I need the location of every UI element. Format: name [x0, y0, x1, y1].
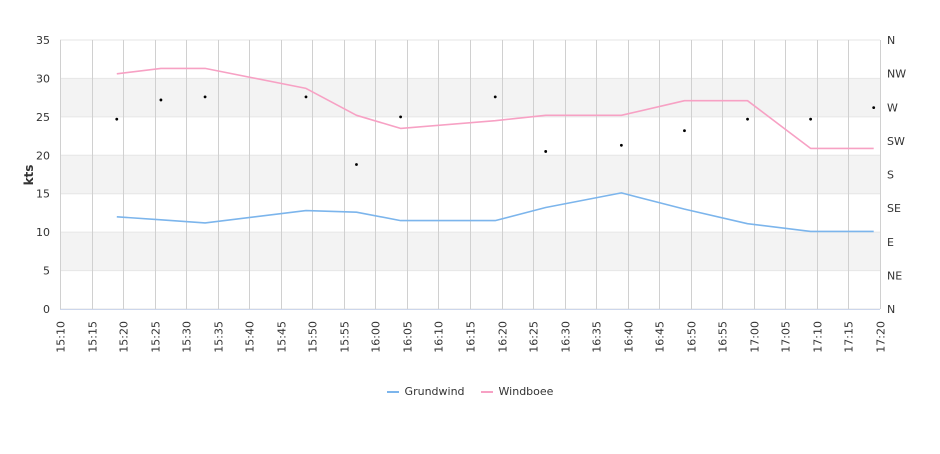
x-tick-label: 16:20 — [497, 321, 510, 353]
y2-tick-label: SW — [887, 135, 905, 148]
y2-tick-label: N — [887, 34, 895, 47]
y-axis-ticks: 0 5 10 15 20 25 30 35 — [36, 34, 50, 316]
x-tick-label: 15:30 — [181, 321, 194, 353]
x-tick-label: 16:15 — [465, 321, 478, 353]
y-tick-label: 10 — [36, 226, 50, 239]
y-tick-label: 25 — [36, 111, 50, 124]
y2-tick-label: W — [887, 101, 898, 114]
y-tick-label: 5 — [43, 265, 50, 278]
x-tick-label: 16:55 — [717, 321, 730, 353]
x-tick-label: 16:50 — [686, 321, 699, 353]
direction-point — [399, 115, 403, 119]
x-tick-label: 15:45 — [276, 321, 289, 353]
direction-point — [872, 106, 876, 110]
x-tick-label: 15:20 — [118, 321, 131, 353]
x-tick-label: 17:15 — [843, 321, 856, 353]
x-tick-label: 15:50 — [307, 321, 320, 353]
series-line-grundwind — [116, 192, 874, 233]
y-tick-label: 35 — [36, 34, 50, 47]
x-tick-label: 16:10 — [433, 321, 446, 353]
x-tick-label: 17:20 — [875, 321, 888, 353]
x-tick-label: 16:35 — [591, 321, 604, 353]
x-tick-label: 16:30 — [560, 321, 573, 353]
x-tick-label: 16:00 — [370, 321, 383, 353]
series-line-windboee — [116, 67, 874, 150]
x-tick-label: 15:25 — [150, 321, 163, 353]
y-tick-label: 15 — [36, 188, 50, 201]
x-tick-label: 17:10 — [812, 321, 825, 353]
x-tick-label: 17:05 — [780, 321, 793, 353]
direction-point — [115, 117, 119, 121]
y2-tick-label: N — [887, 303, 895, 316]
legend-item-windboee[interactable]: Windboee — [480, 385, 554, 398]
direction-point — [683, 129, 686, 133]
y-axis-label: kts — [22, 165, 36, 186]
y-tick-label: 20 — [36, 149, 50, 162]
legend-label: Windboee — [498, 385, 554, 398]
direction-point — [355, 163, 358, 166]
y2-tick-label: S — [887, 169, 894, 182]
y-tick-label: 30 — [36, 72, 50, 85]
x-axis-ticks: 15:10 15:15 15:20 15:25 15:30 15:35 15:40 15:45… — [55, 321, 888, 353]
x-tick-label: 16:40 — [623, 321, 636, 353]
direction-point — [544, 150, 548, 153]
x-tick-label: 16:45 — [654, 321, 667, 353]
legend-swatch — [386, 390, 399, 393]
x-tick-label: 15:15 — [87, 321, 100, 353]
x-tick-label: 17:00 — [749, 321, 762, 353]
x-tick-label: 16:05 — [402, 321, 415, 353]
x-tick-label: 15:35 — [213, 321, 226, 353]
direction-point — [493, 95, 497, 99]
y-tick-label: 0 — [43, 303, 50, 316]
direction-point — [159, 98, 163, 102]
x-tick-label: 15:40 — [244, 321, 257, 353]
x-tick-label: 15:10 — [55, 321, 68, 353]
direction-point — [304, 95, 308, 99]
legend-label: Grundwind — [404, 385, 465, 398]
direction-points — [115, 95, 876, 166]
y2-axis-ticks: N NE E SE S SW W NW N — [887, 34, 906, 316]
direction-point — [746, 117, 749, 121]
direction-point — [619, 143, 623, 147]
x-grid — [60, 40, 881, 310]
legend: Grundwind Windboee — [0, 385, 940, 398]
y2-tick-label: SE — [887, 202, 901, 215]
y2-tick-label: NW — [887, 68, 906, 81]
legend-item-grundwind[interactable]: Grundwind — [386, 385, 465, 398]
y2-tick-label: E — [887, 236, 894, 249]
x-tick-label: 15:55 — [339, 321, 352, 353]
direction-point — [809, 117, 813, 121]
series-lines — [116, 67, 874, 233]
direction-point — [203, 95, 207, 99]
y2-tick-label: NE — [887, 269, 902, 282]
x-tick-label: 16:25 — [528, 321, 541, 353]
legend-swatch — [480, 390, 493, 393]
